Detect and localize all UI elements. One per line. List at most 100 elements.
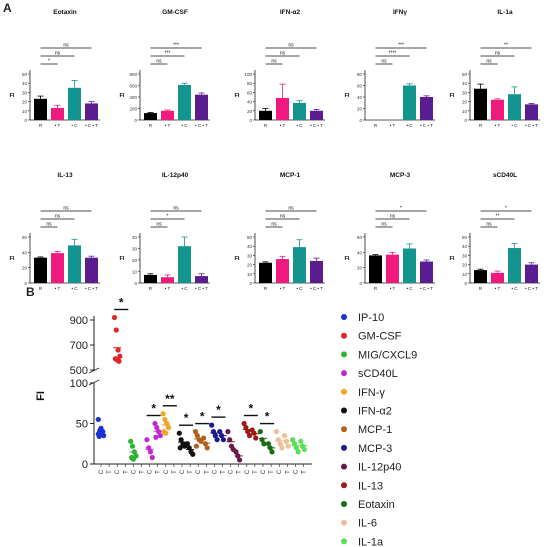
legend-item: MIG/CXCL9 [341, 349, 417, 361]
data-point-c [177, 445, 183, 451]
legend-label: IL-1a [358, 536, 384, 547]
data-point-t [157, 433, 163, 439]
y-tick-label: 40 [462, 244, 468, 249]
series-0 [95, 416, 107, 440]
series-2 [128, 438, 139, 462]
legend-item: IFN-γ [341, 387, 385, 399]
y-tick-label: 50 [462, 72, 468, 77]
category-label: • C [296, 123, 303, 128]
data-point-c [241, 420, 247, 427]
data-point-c [163, 430, 169, 436]
y-tick-label: 200 [129, 107, 137, 112]
data-point-c [209, 422, 215, 428]
category-label: • C • T [310, 123, 323, 128]
series-7: * [209, 403, 227, 443]
x-tick-label: C [164, 469, 170, 474]
y-tick-label: 400 [129, 95, 137, 100]
x-tick-label: C [261, 469, 267, 474]
bar [195, 94, 208, 120]
bar [491, 272, 504, 283]
significance-label: * [200, 410, 205, 424]
significance-label: ns [495, 51, 501, 57]
significance-label: ns [271, 59, 277, 65]
legend-label: IP-10 [358, 312, 384, 324]
y-axis-label: FI [10, 93, 15, 99]
x-tick-label: C [293, 469, 299, 474]
y-tick-label: 0 [24, 118, 27, 123]
chart-title: MCP-1 [280, 172, 301, 179]
category-label: • C [511, 123, 518, 128]
data-point-c [290, 437, 296, 443]
y-axis-label: FI [450, 93, 455, 99]
data-point-c [245, 429, 251, 435]
series-10: * [257, 410, 276, 455]
data-point-c [111, 314, 118, 321]
y-tick-label: 0 [134, 118, 137, 123]
bar [144, 274, 157, 283]
y-axis-label: FI [450, 256, 455, 262]
y-tick-label: 500 [70, 365, 88, 377]
x-tick-label: C [148, 469, 154, 474]
bar [195, 276, 208, 283]
data-point-t [184, 441, 190, 447]
data-point-c [116, 358, 122, 364]
y-axis-label: FI [10, 256, 15, 262]
series-12 [290, 437, 308, 455]
significance-label: * [119, 296, 124, 310]
series-11 [273, 429, 292, 451]
y-tick-label: 50 [462, 235, 468, 240]
data-point-c [257, 429, 263, 435]
y-tick-label: 20 [247, 109, 253, 114]
x-tick-label: C [115, 469, 121, 474]
bar [161, 110, 174, 120]
significance-label: *** [173, 43, 179, 49]
y-tick-label: 20 [357, 107, 363, 112]
data-point-t [154, 424, 160, 431]
legend-marker [341, 351, 347, 358]
y-tick-label: 10 [132, 270, 138, 275]
category-label: R [149, 286, 153, 291]
data-point-t [201, 435, 207, 441]
bar [34, 98, 47, 120]
bar [420, 97, 433, 120]
x-tick-label: T [302, 470, 308, 474]
category-label: • C • T [525, 123, 538, 128]
data-point-c [277, 441, 283, 447]
data-point-t [220, 437, 226, 443]
y-axis-label: FI [235, 256, 240, 262]
y-axis-label: FI [35, 391, 47, 401]
bar [178, 246, 191, 283]
x-tick-label: C [99, 469, 105, 474]
chart-title: Eotaxin [53, 9, 77, 16]
data-point-t [204, 445, 210, 451]
y-tick-label: 40 [247, 244, 253, 249]
bar [68, 245, 81, 283]
chart-title: IL-13 [57, 172, 73, 179]
y-tick-label: 0 [464, 281, 467, 286]
x-tick-label: T [172, 470, 178, 474]
bar [51, 108, 64, 120]
bar [259, 110, 272, 120]
data-point-t [190, 451, 196, 457]
data-point-t [285, 443, 291, 449]
legend-item: GM-CSF [341, 331, 402, 343]
y-tick-label: 20 [357, 266, 363, 271]
category-label: • T [495, 123, 501, 128]
category-label: • C [511, 286, 518, 291]
data-point-t [298, 438, 304, 444]
legend-label: MIG/CXCL9 [358, 349, 417, 361]
category-label: • C [181, 286, 188, 291]
category-label: • C • T [310, 286, 323, 291]
data-point-c [147, 449, 154, 455]
significance-label: ** [165, 392, 175, 406]
significance-label: ns [486, 59, 492, 65]
series-3: * [144, 402, 163, 461]
x-tick-label: T [188, 470, 194, 474]
x-tick-label: C [212, 469, 218, 474]
legend-marker [341, 482, 347, 489]
y-tick-label: 800 [129, 72, 137, 77]
legend-marker [341, 538, 347, 545]
y-tick-label: 30 [462, 253, 468, 258]
x-tick-label: C [180, 469, 186, 474]
